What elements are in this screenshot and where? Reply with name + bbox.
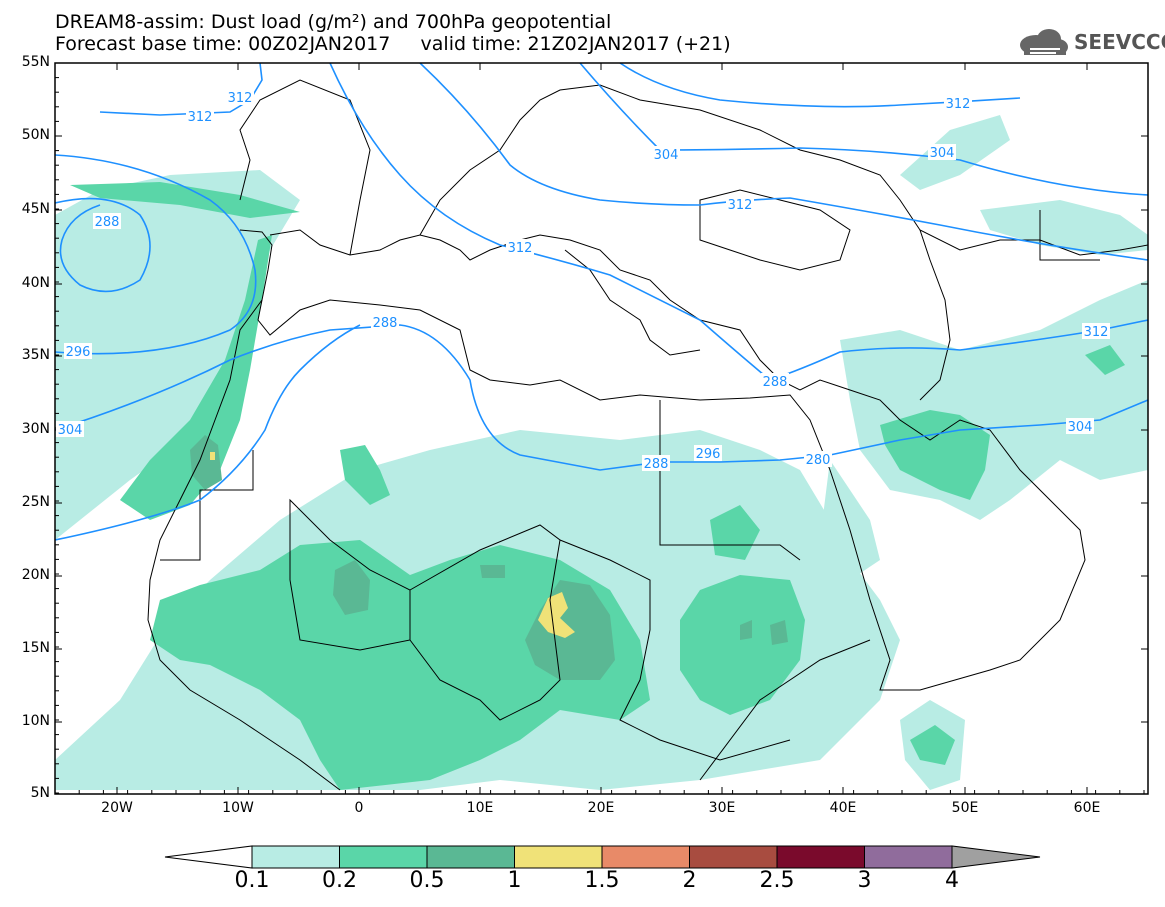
- lon-label: 40E: [829, 800, 857, 816]
- lat-label: 5N: [30, 785, 50, 801]
- contour-label-bg: [506, 239, 534, 255]
- lon-label: 10E: [466, 800, 494, 816]
- colorbar-label: 3: [857, 868, 872, 893]
- colorbar-label: 2: [682, 868, 697, 893]
- contour-label: 288: [373, 316, 398, 331]
- colorbar-swatch: [426, 845, 515, 869]
- geopotential-contours: [55, 63, 1148, 541]
- colorbar-label: 2.5: [759, 868, 795, 893]
- colorbar-swatch: [601, 845, 690, 869]
- contour-label: 296: [696, 447, 721, 462]
- lon-label: 10W: [222, 800, 254, 816]
- contour-label: 288: [644, 457, 669, 472]
- colorbar-label: 1: [507, 868, 522, 893]
- contour-label-bg: [652, 146, 680, 162]
- colorbar-swatch: [689, 845, 778, 869]
- colorbar-under-triangle: [164, 845, 253, 869]
- colorbar: [164, 845, 1041, 869]
- contour-label-bg: [1082, 323, 1110, 339]
- colorbar-over-triangle: [951, 845, 1041, 869]
- contour-label-bg: [93, 213, 121, 229]
- contour-label-bg: [1066, 418, 1094, 434]
- contour-label: 312: [508, 241, 533, 256]
- lat-label: 45N: [21, 201, 50, 217]
- contour-label: 288: [763, 375, 788, 390]
- lon-label: 0: [354, 800, 364, 816]
- lat-label: 15N: [21, 640, 50, 656]
- contour-label: 296: [66, 345, 91, 360]
- contour-label: 312: [188, 110, 213, 125]
- cloud-logo-icon: [1020, 29, 1068, 55]
- colorbar-label: 0.2: [322, 868, 357, 893]
- colorbar-label: 4: [945, 868, 959, 893]
- contour-label-bg: [944, 95, 972, 111]
- contour-label-bg: [804, 451, 832, 467]
- contour-label: 304: [930, 146, 955, 161]
- colorbar-label: 0.5: [409, 868, 445, 893]
- contour-label: 288: [95, 215, 120, 230]
- lon-label: 50E: [951, 800, 979, 816]
- axis-ticks: [54, 62, 1148, 795]
- contour-label: 304: [58, 423, 83, 438]
- contour-label-bg: [56, 421, 84, 437]
- lat-label: 55N: [21, 54, 50, 70]
- contour-label: 280: [806, 453, 831, 468]
- dust-shading: [55, 115, 1148, 790]
- contour-label: 304: [654, 148, 679, 163]
- colorbar-swatch: [864, 845, 953, 869]
- lat-label: 30N: [21, 421, 50, 437]
- lat-label: 10N: [21, 713, 50, 729]
- contour-label-bg: [64, 343, 92, 359]
- lat-label: 20N: [21, 567, 50, 583]
- seevccc-logo: SEEVCCC: [1016, 26, 1165, 60]
- lon-label: 20E: [587, 800, 615, 816]
- map-title-line1: DREAM8-assim: Dust load (g/m²) and 700hP…: [55, 11, 612, 33]
- colorbar-swatch: [514, 845, 603, 869]
- contour-label-bg: [761, 373, 789, 389]
- contour-label: 304: [1068, 420, 1093, 435]
- contour-label: 312: [1084, 325, 1109, 340]
- contour-label-bg: [371, 314, 399, 330]
- lat-label: 35N: [21, 347, 50, 363]
- contour-labels: 312 288 296 304 288 312 304 304 312 312 312 288 288 2…: [56, 89, 1110, 472]
- coastline-borders: [147, 79, 1148, 791]
- lat-label: 25N: [21, 494, 50, 510]
- colorbar-swatch: [251, 845, 340, 869]
- colorbar-swatch: [339, 845, 428, 869]
- lon-label: 60E: [1073, 800, 1101, 816]
- contour-label-bg: [928, 144, 956, 160]
- colorbar-swatch: [776, 845, 865, 869]
- lon-label: 30E: [708, 800, 736, 816]
- contour-label-bg: [186, 108, 214, 124]
- colorbar-label: 1.5: [584, 868, 620, 893]
- contour-label: 312: [228, 91, 253, 106]
- lat-label: 50N: [21, 127, 50, 143]
- colorbar-label: 0.1: [234, 868, 270, 893]
- contour-label-bg: [694, 445, 722, 461]
- lon-label: 20W: [101, 800, 133, 816]
- contour-label-bg: [226, 89, 254, 105]
- contour-label-bg: [642, 455, 670, 471]
- contour-label-bg: [726, 196, 754, 212]
- contour-label: 312: [728, 198, 753, 213]
- logo-text: SEEVCCC: [1074, 30, 1165, 54]
- contour-label: 312: [946, 97, 971, 112]
- map-title-line2: Forecast base time: 00Z02JAN2017 valid t…: [55, 33, 731, 55]
- lat-label: 40N: [21, 275, 50, 291]
